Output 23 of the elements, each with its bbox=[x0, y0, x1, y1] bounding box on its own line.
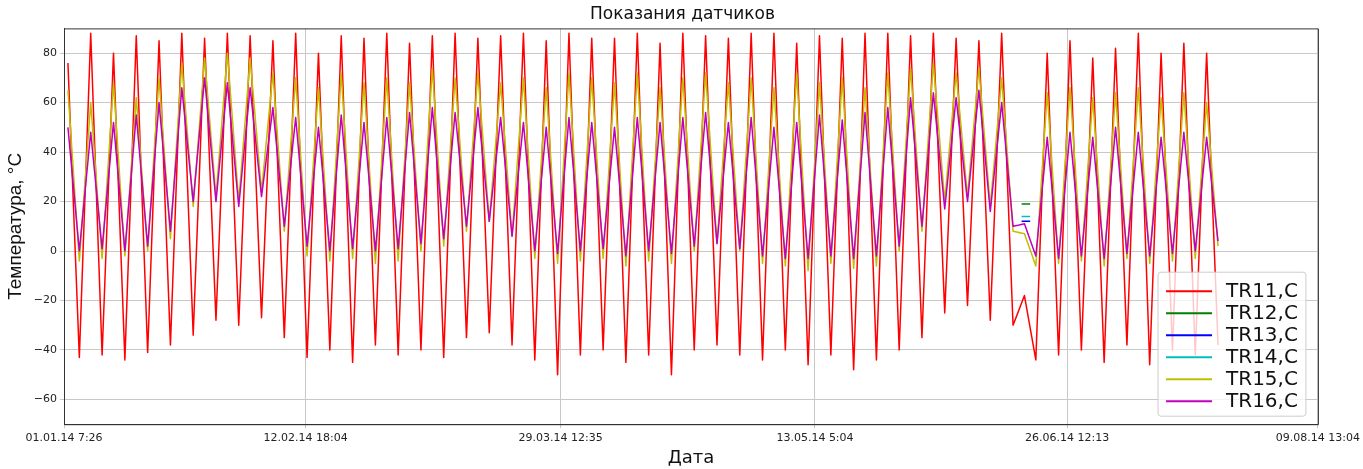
y-tick-label: 80 bbox=[43, 46, 58, 59]
y-tick-label: 20 bbox=[43, 194, 58, 208]
x-tick-label: 29.03.14 12:35 bbox=[518, 430, 603, 444]
y-tick-label: 40 bbox=[43, 144, 58, 158]
y-tick-label: 60 bbox=[43, 95, 58, 109]
x-tick-label: 09.08.14 13:04 bbox=[1275, 430, 1360, 444]
y-tick-label: 0 bbox=[50, 243, 58, 257]
legend-label: TR15,C bbox=[1225, 366, 1298, 391]
y-tick-label: −20 bbox=[33, 293, 58, 307]
x-tick-label: 26.06.14 12:13 bbox=[1025, 430, 1110, 444]
y-tick-label: −40 bbox=[33, 342, 58, 356]
x-tick-label: 12.02.14 18:04 bbox=[263, 430, 348, 444]
chart-title: Показания датчиков bbox=[590, 2, 775, 23]
legend-label: TR14,C bbox=[1225, 344, 1298, 369]
legend-label: TR12,C bbox=[1225, 300, 1298, 325]
legend-label: TR13,C bbox=[1225, 322, 1298, 347]
x-axis-title: Дата bbox=[667, 445, 715, 467]
y-tick-label: −60 bbox=[33, 392, 58, 406]
x-tick-label: 13.05.14 5:04 bbox=[776, 430, 854, 444]
legend-label: TR11,C bbox=[1225, 278, 1298, 303]
y-axis-title: Температура, °C bbox=[3, 152, 25, 300]
legend-label: TR16,C bbox=[1225, 388, 1298, 413]
x-tick-label: 01.01.14 7:26 bbox=[25, 430, 103, 444]
